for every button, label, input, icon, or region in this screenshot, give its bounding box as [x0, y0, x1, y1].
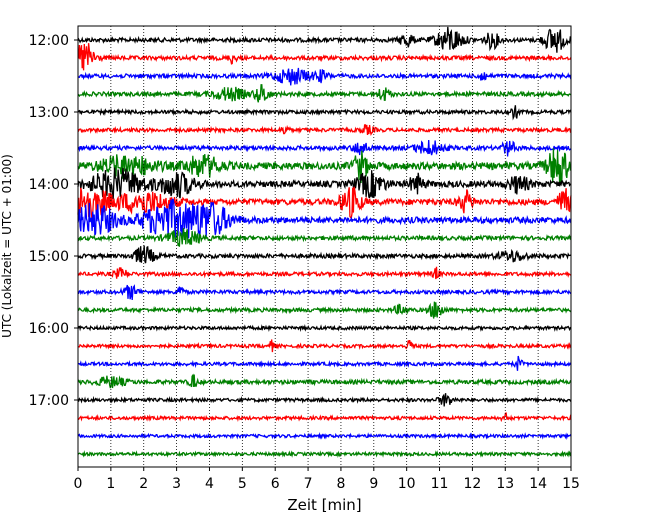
seismogram-traces	[77, 26, 572, 458]
x-tick-label: 6	[271, 476, 280, 492]
trace-row	[77, 245, 572, 264]
trace-row	[77, 198, 572, 241]
trace-row	[77, 339, 572, 353]
x-tick-label: 4	[205, 476, 214, 492]
x-tick-label: 8	[336, 476, 345, 492]
x-tick-label: 1	[106, 476, 115, 492]
x-tick-label: 15	[562, 476, 580, 492]
trace-row	[77, 355, 572, 371]
x-tick-label: 10	[398, 476, 416, 492]
y-tick-label: 15:00	[29, 249, 69, 265]
x-tick-label: 7	[304, 476, 313, 492]
trace-row	[77, 139, 572, 157]
x-tick-label: 2	[139, 476, 148, 492]
x-tick-label: 9	[369, 476, 378, 492]
y-axis-label: UTC (Lokalzeit = UTC + 01:00)	[0, 154, 14, 338]
x-tick-label: 0	[74, 476, 83, 492]
x-tick-label: 5	[238, 476, 247, 492]
trace-row	[77, 124, 572, 137]
trace-row	[77, 412, 572, 423]
trace-row	[77, 105, 572, 121]
x-tick-label: 3	[172, 476, 181, 492]
x-tick-label: 11	[431, 476, 449, 492]
trace-row	[77, 432, 572, 441]
trace-row	[77, 67, 572, 86]
trace-row	[77, 373, 572, 389]
trace-row	[77, 393, 572, 407]
y-tick-label: 16:00	[29, 321, 69, 337]
y-axis-ticks: 12:00 13:00 14:00 15:00 16:00 17:00	[29, 33, 78, 409]
trace-row	[77, 324, 572, 333]
trace-row	[77, 84, 572, 103]
x-axis-label: Zeit [min]	[287, 496, 361, 514]
y-tick-label: 13:00	[29, 105, 69, 121]
x-axis-ticks: 0 1 2 3 4 5 6 7 8 9 10 11 12 13 14 15	[74, 467, 580, 492]
trace-row	[77, 450, 572, 458]
trace-row	[77, 186, 572, 221]
trace-row	[77, 228, 572, 247]
x-tick-label: 14	[529, 476, 547, 492]
trace-row	[77, 284, 572, 301]
trace-row	[77, 167, 572, 199]
trace-row	[77, 266, 572, 280]
y-tick-label: 12:00	[29, 33, 69, 49]
x-tick-label: 13	[496, 476, 514, 492]
y-tick-label: 17:00	[29, 393, 69, 409]
plot-frame	[77, 25, 572, 468]
x-tick-label: 12	[463, 476, 481, 492]
trace-row	[77, 301, 572, 319]
trace-row	[77, 26, 572, 53]
trace-row	[77, 43, 572, 71]
y-tick-label: 14:00	[29, 177, 69, 193]
trace-row	[77, 148, 572, 186]
